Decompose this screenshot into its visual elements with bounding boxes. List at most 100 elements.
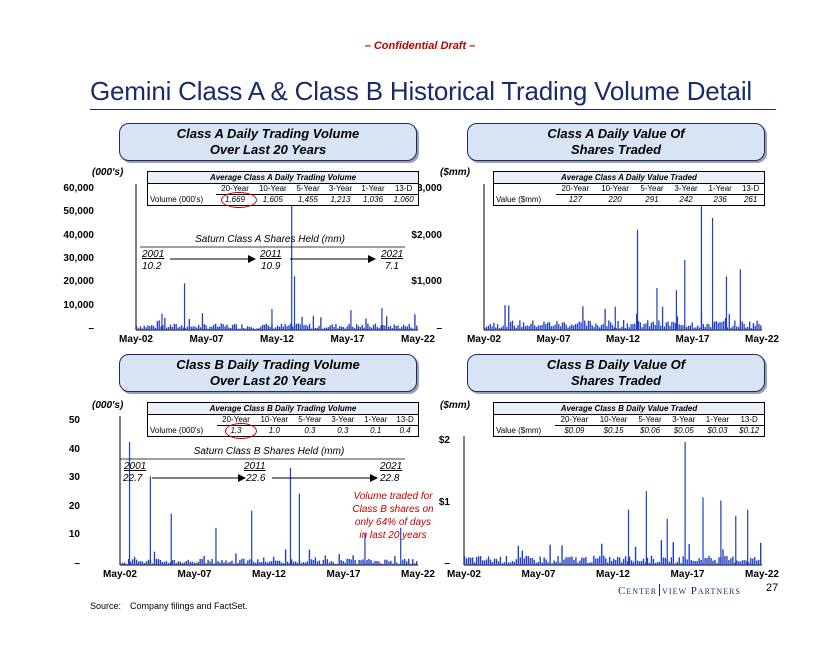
volume-bar: [205, 325, 207, 330]
volume-bar: [171, 560, 174, 565]
volume-bar: [704, 327, 706, 330]
panel-b-value-title-line1: Class B Daily Value Of: [546, 357, 686, 372]
volume-bar: [247, 560, 249, 565]
volume-bar: [661, 306, 664, 330]
volume-bar: [237, 328, 239, 330]
volume-bar: [508, 305, 510, 330]
volume-bar: [394, 556, 396, 565]
volume-bar: [386, 559, 388, 565]
volume-bar: [267, 325, 269, 330]
volume-bar: [384, 559, 386, 565]
volume-bar: [213, 324, 215, 330]
volume-bar: [397, 325, 399, 330]
volume-bar: [342, 327, 345, 330]
volume-bar: [548, 322, 551, 330]
panel-b-value-header: Class B Daily Value Of Shares Traded: [467, 354, 765, 392]
volume-bar: [278, 326, 281, 330]
volume-bar: [559, 326, 562, 330]
held-b-year-2011: 2011: [244, 461, 266, 472]
stats-b-value: Average Class B Daily Value Traded 20-Ye…: [493, 402, 765, 437]
volume-bar: [658, 561, 661, 565]
source-note: Source: Company filings and FactSet.: [90, 601, 248, 611]
volume-bar: [524, 326, 527, 330]
volume-bar: [509, 321, 512, 330]
panel-b-volume-header: Class B Daily Trading Volume Over Last 2…: [119, 354, 417, 392]
x-tick-label: May-22: [745, 569, 779, 580]
spike-bar: [666, 518, 668, 566]
x-tick-label: May-07: [177, 569, 212, 580]
volume-bar: [515, 327, 517, 330]
volume-bar: [660, 325, 662, 330]
volume-bar: [551, 563, 553, 565]
stats-header: 1-Year: [703, 184, 738, 195]
volume-bar: [335, 323, 337, 330]
stats-header: 5-Year: [633, 415, 667, 426]
x-tick-label: May-02: [103, 569, 137, 580]
volume-bar: [318, 560, 321, 565]
volume-bar: [734, 562, 736, 565]
volume-bar: [290, 323, 292, 330]
volume-bar: [157, 559, 160, 565]
volume-bar: [624, 556, 627, 565]
volume-bar: [498, 328, 501, 330]
volume-bar: [346, 326, 348, 330]
volume-bar: [389, 325, 392, 330]
volume-bar: [160, 326, 162, 330]
volume-bar: [658, 320, 660, 330]
volume-bar: [567, 557, 569, 565]
volume-bar: [619, 328, 621, 330]
stats-header: 1-Year: [700, 415, 735, 426]
unit-b-value: ($mm): [440, 400, 471, 411]
y-tick-label: –: [436, 323, 442, 334]
volume-bar: [545, 559, 547, 565]
volume-bar: [644, 562, 647, 565]
volume-bar: [189, 561, 191, 565]
highlight-circle-a: [221, 192, 257, 208]
volume-bar: [507, 562, 510, 565]
volume-bar: [674, 323, 677, 330]
stats-header: 1-Year: [356, 184, 390, 195]
volume-bar: [390, 560, 392, 565]
volume-bar: [515, 559, 518, 565]
volume-bar: [477, 556, 480, 565]
held-b-value-2001: 22.7: [123, 473, 143, 484]
volume-bar: [618, 557, 621, 565]
volume-bar: [367, 323, 369, 330]
volume-bar: [714, 559, 716, 565]
volume-bar: [628, 556, 631, 565]
volume-bar: [639, 322, 641, 330]
volume-bar: [338, 554, 340, 565]
volume-bar: [654, 325, 656, 330]
volume-bar: [506, 326, 508, 330]
volume-bar: [591, 562, 593, 565]
volume-bar: [412, 559, 414, 565]
volume-bar: [723, 320, 725, 330]
volume-bar: [308, 549, 311, 565]
y-tick-label: –: [88, 323, 94, 334]
volume-bar: [747, 326, 749, 330]
volume-bar: [614, 560, 617, 565]
page-number: 27: [766, 582, 779, 594]
volume-bar: [221, 559, 223, 565]
volume-bar: [642, 558, 645, 565]
volume-bar: [680, 563, 682, 565]
volume-bar: [748, 562, 750, 565]
volume-bar: [372, 324, 375, 330]
volume-bar: [695, 327, 697, 330]
confidential-draft-label: – Confidential Draft –: [364, 40, 476, 52]
volume-bar: [213, 563, 215, 565]
volume-bar: [662, 557, 665, 565]
volume-bar: [296, 562, 299, 565]
volume-bar: [598, 327, 601, 330]
volume-bar: [539, 556, 541, 565]
stats-header: 13-D: [734, 415, 764, 426]
volume-bar: [591, 325, 593, 330]
volume-bar: [209, 561, 211, 565]
volume-bar: [581, 557, 583, 565]
stats-b-volume-title: Average Class B Daily Trading Volume: [148, 403, 418, 415]
volume-bar: [626, 561, 629, 565]
volume-bar: [348, 323, 350, 330]
x-tick-label: May-12: [606, 334, 640, 345]
volume-bar: [749, 321, 751, 330]
volume-bar: [599, 556, 601, 565]
